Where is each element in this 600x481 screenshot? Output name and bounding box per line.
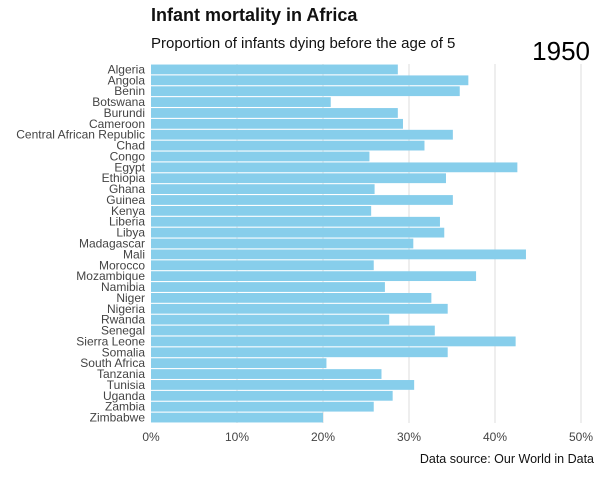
category-label: Liberia [109,215,145,229]
category-label: Mali [123,247,145,261]
category-label: Kenya [111,204,145,218]
category-label: South Africa [80,356,145,370]
x-tick-label: 50% [569,430,593,444]
category-label: Namibia [101,280,145,294]
bar [151,390,393,401]
category-label: Rwanda [101,313,145,327]
x-tick-label: 40% [483,430,507,444]
bar [151,358,327,369]
bar [151,380,415,390]
category-label: Central African Republic [16,128,145,142]
category-label: Congo [110,149,146,163]
x-tick-label: 30% [397,430,421,444]
bar [151,412,323,423]
bar [151,151,370,162]
bar [151,238,414,249]
category-label: Burundi [104,106,145,120]
category-label: Ghana [109,182,145,196]
bar [151,293,432,303]
bar [151,325,435,336]
bar [151,162,518,173]
x-tick-label: 0% [142,430,160,444]
chart-subtitle: Proportion of infants dying before the a… [151,35,456,52]
chart-title: Infant mortality in Africa [151,5,358,25]
category-label: Egypt [114,160,145,174]
category-label: Algeria [108,62,146,76]
category-label: Chad [116,139,145,153]
category-labels: AlgeriaAngolaBeninBotswanaBurundiCameroo… [16,62,145,424]
category-label: Guinea [106,193,145,207]
x-tick-label: 10% [225,430,249,444]
bars [151,64,526,423]
bar [151,195,453,205]
bar [151,173,446,184]
category-label: Morocco [99,258,145,272]
category-label: Tanzania [97,367,145,381]
bar [151,303,448,314]
category-label: Libya [116,226,145,240]
bar [151,401,374,412]
bar [151,347,448,358]
category-label: Tunisia [107,378,146,392]
bar [151,97,331,107]
category-label: Zimbabwe [90,411,146,425]
year-label: 1950 [532,36,590,66]
category-label: Ethiopia [102,171,146,185]
category-label: Madagascar [79,237,145,251]
bar [151,86,460,97]
bar [151,75,469,86]
category-label: Zambia [105,400,145,414]
bar [151,205,372,216]
bar [151,260,374,271]
category-label: Niger [116,291,145,305]
bar [151,64,398,75]
bar [151,369,382,379]
category-label: Somalia [102,345,146,359]
bar [151,227,445,238]
category-label: Senegal [101,324,145,338]
bar [151,216,440,227]
category-label: Uganda [103,389,145,403]
category-label: Botswana [92,95,145,109]
source-note: Data source: Our World in Data [419,452,594,466]
bar [151,282,385,292]
category-label: Cameroon [89,117,145,131]
bar [151,336,516,347]
bar [151,314,390,325]
category-label: Angola [108,73,146,87]
x-tick-label: 20% [311,430,335,444]
bar [151,129,453,140]
category-label: Benin [114,84,145,98]
bar [151,108,398,118]
bar [151,249,526,260]
category-label: Mozambique [76,269,145,283]
category-label: Sierra Leone [76,334,145,348]
x-axis-ticks: 0% 10% 20% 30% 40% 50% [142,430,593,444]
bar [151,271,477,282]
bar [151,118,403,129]
category-label: Nigeria [107,302,145,316]
bar [151,140,425,151]
bar [151,184,375,194]
